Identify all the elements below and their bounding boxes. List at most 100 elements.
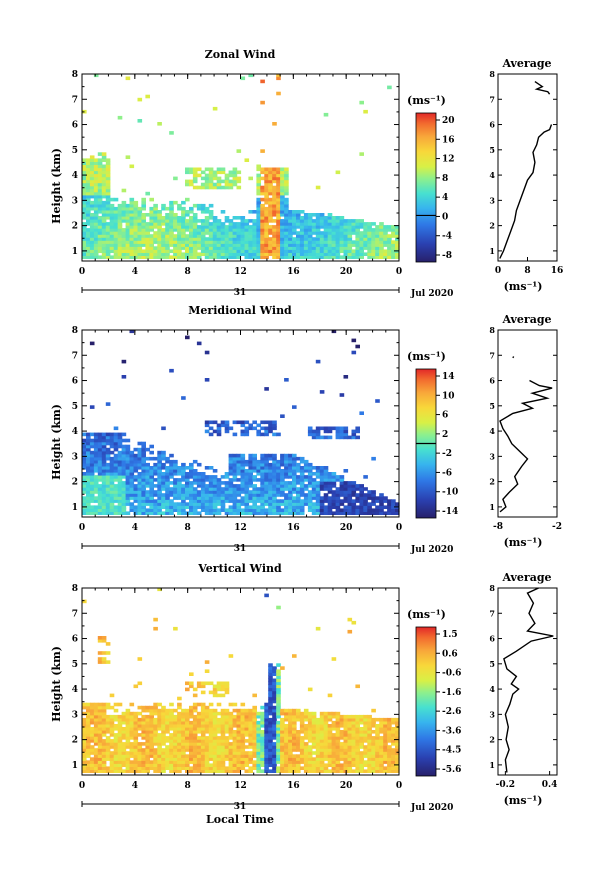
heatmap-cell — [343, 496, 349, 500]
heatmap-cell — [311, 249, 317, 253]
heatmap-cell — [129, 754, 135, 758]
heatmap-cell — [343, 751, 349, 755]
heatmap-cell — [371, 496, 376, 500]
heatmap-cell — [363, 109, 368, 114]
heatmap-cell — [117, 231, 123, 235]
heatmap-cell — [86, 432, 91, 437]
heatmap-cell — [359, 225, 364, 229]
heatmap-cell — [371, 508, 376, 512]
heatmap-cell — [125, 222, 131, 226]
heatmap-cell — [129, 450, 135, 455]
heatmap-cell — [268, 672, 273, 676]
heatmap-cell — [371, 234, 376, 238]
heatmap-cell — [268, 687, 273, 692]
heatmap-cell — [236, 727, 242, 731]
heatmap-cell — [149, 206, 154, 211]
heatmap-cell — [133, 763, 139, 767]
heatmap-cell — [280, 240, 285, 244]
heatmap-cell — [307, 766, 313, 770]
heatmap-cell — [347, 228, 353, 232]
heatmap-cell — [276, 714, 281, 719]
heatmap-cell — [169, 225, 174, 229]
heatmap-cell — [268, 203, 273, 208]
heatmap-cell — [355, 484, 360, 488]
heatmap-cell — [331, 739, 337, 743]
heatmap-cell — [153, 766, 158, 770]
heatmap-cell — [260, 472, 265, 476]
heatmap-cell — [359, 508, 364, 512]
heatmap-cell — [141, 748, 146, 752]
heatmap-cell — [200, 760, 206, 764]
heatmap-cell — [196, 730, 202, 734]
heatmap-cell — [196, 481, 202, 485]
heatmap-cell — [204, 505, 210, 509]
heatmap-cell — [351, 745, 357, 749]
heatmap-cell — [145, 490, 150, 494]
heatmap-cell — [268, 702, 273, 707]
heatmap-cell — [121, 508, 127, 512]
heatmap-cell — [105, 511, 111, 515]
heatmap-cell — [86, 469, 91, 473]
heatmap-cell — [303, 730, 309, 734]
heatmap-cell — [149, 508, 154, 512]
heatmap-cell — [133, 462, 139, 467]
heatmap-cell — [319, 739, 325, 743]
heatmap-cell — [288, 769, 293, 773]
heatmap-cell — [86, 481, 91, 485]
heatmap-cell — [284, 216, 289, 220]
heatmap-cell — [169, 769, 174, 773]
heatmap-cell — [161, 763, 166, 767]
heatmap-cell — [303, 487, 309, 491]
heatmap-cell — [351, 481, 357, 485]
profile-xlabel: (ms⁻¹) — [504, 536, 543, 549]
heatmap-cell — [268, 502, 273, 506]
heatmap-cell — [236, 736, 242, 740]
heatmap-cell — [192, 225, 198, 229]
heatmap-cell — [339, 745, 345, 749]
heatmap-cell — [129, 502, 135, 506]
heatmap-cell — [331, 754, 337, 758]
heatmap-cell — [276, 751, 281, 755]
heatmap-cell — [89, 766, 95, 770]
heatmap-cell — [272, 469, 277, 473]
heatmap-cell — [153, 252, 158, 256]
heatmap-cell — [244, 505, 250, 509]
heatmap-cell — [137, 216, 143, 220]
heatmap-cell — [101, 475, 107, 479]
heatmap-cell — [82, 705, 87, 710]
heatmap-cell — [82, 748, 87, 752]
heatmap-cell — [236, 484, 242, 488]
heatmap-cell — [236, 149, 242, 153]
heatmap-cell — [343, 429, 349, 434]
heatmap-cell — [97, 714, 103, 719]
heatmap-cell — [240, 243, 246, 247]
heatmap-cell — [272, 711, 277, 716]
heatmap-cell — [93, 730, 99, 734]
heatmap-cell — [224, 757, 230, 761]
heatmap-cell — [169, 459, 174, 464]
heatmap-cell — [181, 240, 186, 244]
heatmap-cell — [121, 252, 127, 256]
heatmap-cell — [335, 228, 341, 232]
heatmap-cell — [276, 736, 281, 740]
heatmap-cell — [272, 730, 277, 734]
heatmap-cell — [105, 167, 111, 172]
heatmap-cell — [149, 754, 154, 758]
heatmap-cell — [101, 487, 107, 491]
heatmap-cell — [351, 231, 357, 235]
heatmap-cell — [387, 228, 392, 232]
heatmap-cell — [236, 720, 242, 725]
heatmap-cell — [276, 459, 281, 464]
heatmap-cell — [288, 733, 293, 737]
heatmap-cell — [343, 426, 349, 431]
heatmap-cell — [339, 508, 345, 512]
heatmap-cell — [296, 742, 301, 746]
heatmap-cell — [93, 252, 99, 256]
heatmap-cell — [391, 246, 396, 250]
heatmap-cell — [347, 237, 353, 241]
heatmap-cell — [153, 763, 158, 767]
heatmap-cell — [375, 511, 380, 515]
heatmap-cell — [141, 496, 146, 500]
heatmap-cell — [133, 228, 139, 232]
heatmap-cell — [224, 240, 230, 244]
